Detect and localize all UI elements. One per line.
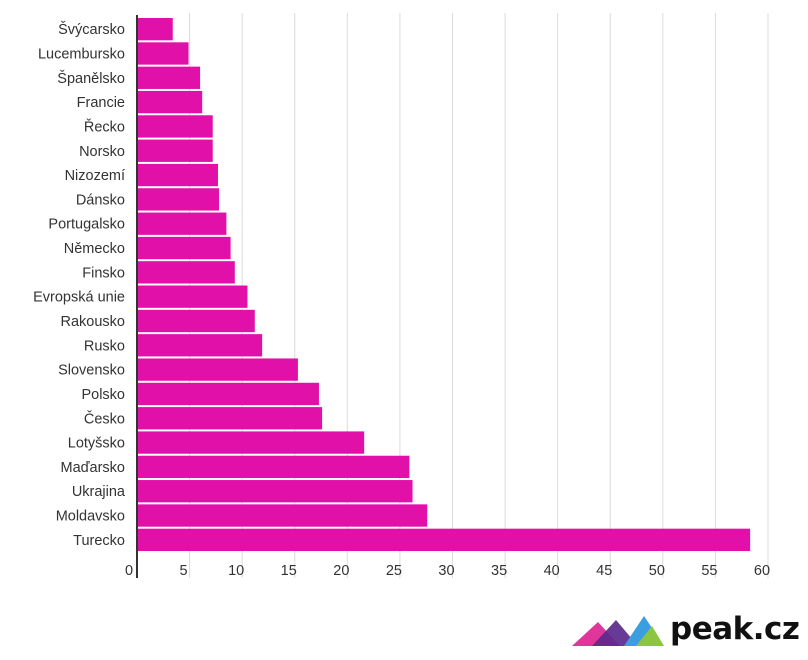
bar [137,42,189,65]
bar [137,261,235,284]
bar [137,455,410,479]
category-label: Německo [64,241,125,257]
x-tick-label: 45 [596,563,612,579]
bar [137,407,323,430]
bar [137,188,220,211]
category-label: Řecko [84,118,125,135]
x-axis-ticks: 0 5 10 15 20 25 30 35 40 45 50 55 60 [125,563,770,579]
bar [137,115,213,138]
category-label: Dánsko [76,192,125,208]
category-label: Lotyšsko [68,436,125,452]
x-tick-label: 20 [333,563,349,579]
bar [137,382,319,406]
x-tick-label: 0 [125,563,133,579]
x-tick-label: 60 [754,563,770,579]
x-tick-label: 25 [386,563,402,579]
brand-name: peak.cz [670,611,800,647]
category-label: Nizozemí [65,168,125,184]
category-label: Polsko [81,387,125,403]
bar [137,212,227,235]
bar [137,480,413,503]
x-tick-label: 5 [180,563,188,579]
category-label: Rakousko [61,314,125,330]
mountain-logo-icon [572,616,664,646]
x-tick-label: 40 [544,563,560,579]
bar [137,139,213,162]
bar [137,18,173,41]
bar [137,163,218,187]
category-label: Moldavsko [56,509,125,525]
category-label: Finsko [82,265,125,281]
category-label: Evropská unie [33,290,125,306]
bar [137,504,428,527]
x-tick-label: 35 [491,563,507,579]
x-tick-label: 50 [649,563,665,579]
bar [137,66,201,89]
category-labels: Švýcarsko Lucembursko Španělsko Francie Řeck… [33,21,126,549]
x-tick-label: 10 [228,563,244,579]
bar [137,309,255,333]
x-tick-label: 30 [438,563,454,579]
x-tick-label: 15 [281,563,297,579]
x-tick-label: 55 [701,563,717,579]
category-label: Maďarsko [60,460,125,476]
bar [137,431,365,454]
category-label: Ukrajina [72,484,126,500]
category-label: Švýcarsko [58,21,125,38]
bars [137,18,751,551]
gridlines [189,13,769,578]
category-label: Česko [84,410,125,427]
bar [137,358,298,381]
bar [137,90,203,114]
bar [137,528,751,551]
bar [137,285,248,308]
category-label: Norsko [79,144,125,160]
category-label: Francie [77,95,125,111]
category-label: Rusko [84,338,125,354]
category-label: Španělsko [57,70,125,87]
category-label: Slovensko [58,363,125,379]
category-label: Portugalsko [48,217,125,233]
category-label: Lucembursko [38,46,125,62]
peak-logo: peak.cz [572,606,802,652]
bar [137,236,231,260]
category-label: Turecko [73,533,125,549]
bar [137,334,263,357]
